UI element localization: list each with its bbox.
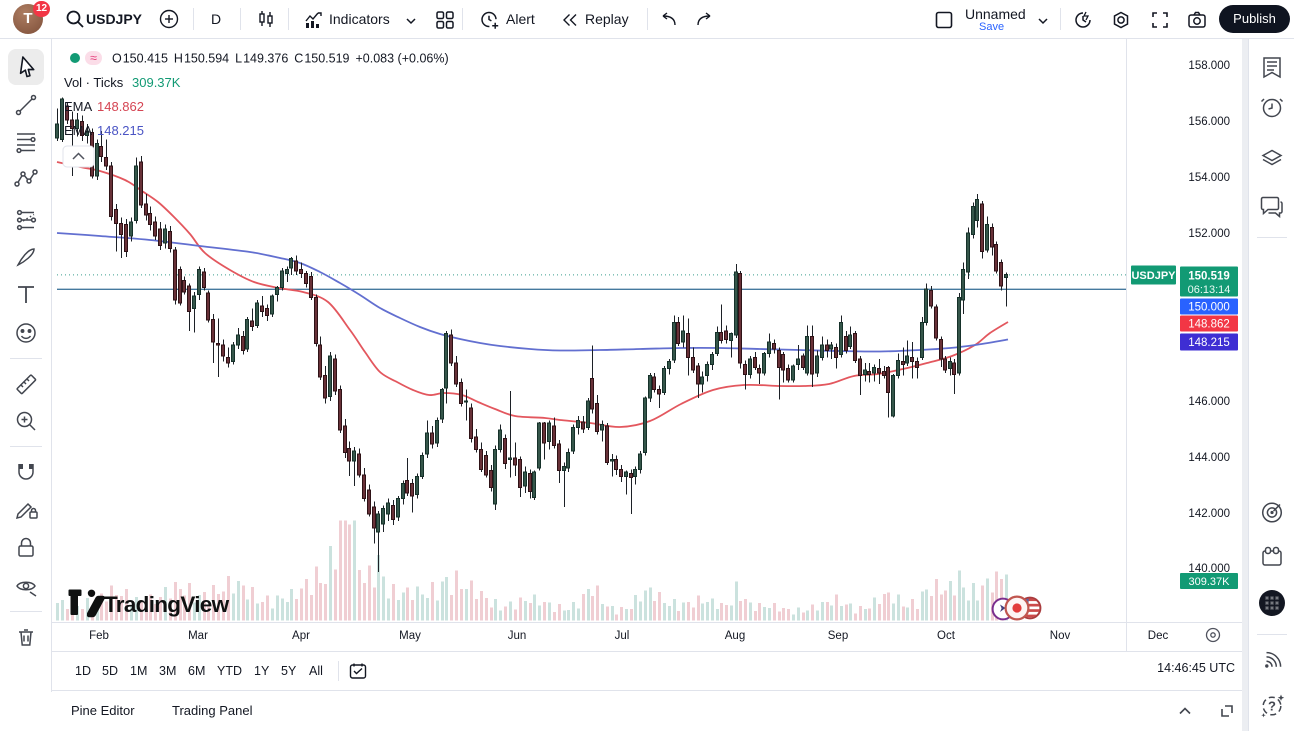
- svg-text:156.000: 156.000: [1188, 116, 1230, 128]
- svg-text:USDJPY: USDJPY: [1131, 270, 1176, 282]
- svg-text:?: ?: [1268, 699, 1276, 714]
- svg-text:Jul: Jul: [615, 630, 630, 642]
- svg-text:EMA: EMA: [64, 123, 93, 138]
- svg-text:309.37K: 309.37K: [132, 75, 181, 90]
- svg-text:Jun: Jun: [508, 630, 527, 642]
- svg-text:Sep: Sep: [828, 630, 848, 642]
- svg-text:142.000: 142.000: [1188, 508, 1230, 520]
- svg-text:May: May: [399, 630, 421, 642]
- svg-text:Apr: Apr: [292, 630, 310, 642]
- svg-text:Oct: Oct: [937, 630, 956, 642]
- svg-text:Aug: Aug: [725, 630, 745, 642]
- svg-text:148.862: 148.862: [1188, 319, 1230, 331]
- svg-text:154.000: 154.000: [1188, 172, 1230, 184]
- svg-text:150.519: 150.519: [1188, 271, 1230, 283]
- svg-text:144.000: 144.000: [1188, 452, 1230, 464]
- svg-text:148.862: 148.862: [97, 99, 144, 114]
- svg-text:Dec: Dec: [1148, 630, 1169, 642]
- svg-text:Feb: Feb: [89, 630, 109, 642]
- svg-text:148.215: 148.215: [1188, 337, 1230, 349]
- svg-text:TradingView: TradingView: [104, 592, 230, 617]
- svg-text:150.000: 150.000: [1188, 302, 1230, 314]
- svg-text:Mar: Mar: [188, 630, 208, 642]
- svg-text:Vol · Ticks: Vol · Ticks: [64, 75, 124, 90]
- svg-text:≈: ≈: [90, 51, 97, 65]
- svg-text:309.37K: 309.37K: [1189, 576, 1231, 588]
- svg-text:152.000: 152.000: [1188, 228, 1230, 240]
- svg-text:Nov: Nov: [1050, 630, 1071, 642]
- svg-text:06:13:14: 06:13:14: [1188, 284, 1231, 296]
- svg-text:EMA: EMA: [64, 99, 93, 114]
- svg-text:146.000: 146.000: [1188, 396, 1230, 408]
- svg-text:148.215: 148.215: [97, 123, 144, 138]
- svg-text:140.000: 140.000: [1188, 563, 1230, 575]
- svg-text:158.000: 158.000: [1188, 60, 1230, 72]
